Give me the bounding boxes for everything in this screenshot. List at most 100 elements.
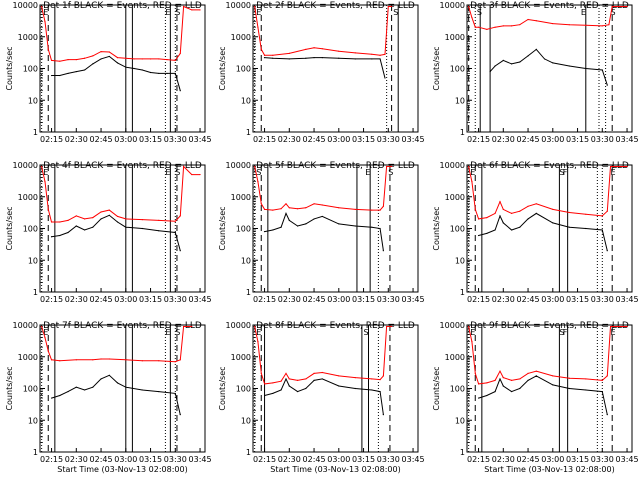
data-point <box>254 325 256 328</box>
x-tick-label: 02:30 <box>492 135 515 144</box>
y-tick-label: 10 <box>28 416 38 425</box>
data-point <box>321 378 323 380</box>
data-point <box>158 58 160 60</box>
data-point <box>601 69 603 71</box>
data-point <box>382 250 384 252</box>
x-tick-label: 03:00 <box>541 295 564 304</box>
annotation-label: S <box>175 328 180 337</box>
data-point <box>305 223 307 225</box>
annotation-label: S <box>393 8 398 17</box>
chart-title: Det 6f BLACK = Events, RED = LLD <box>470 161 629 171</box>
series-line-events <box>489 48 608 86</box>
data-point <box>494 65 496 67</box>
data-point <box>313 203 315 205</box>
x-tick-label: 03:15 <box>139 455 162 464</box>
data-point <box>354 208 356 210</box>
data-point <box>313 57 315 59</box>
data-point <box>263 208 266 210</box>
data-point <box>280 208 282 210</box>
data-point <box>59 60 61 62</box>
data-point <box>92 55 94 57</box>
data-point <box>379 390 381 393</box>
y-tick-label: 100 <box>23 65 38 74</box>
y-tick-label: 10 <box>455 96 465 105</box>
data-point <box>471 181 473 183</box>
x-tick-label: 03:30 <box>591 135 614 144</box>
data-point <box>50 221 53 223</box>
y-tick-label: 10000 <box>226 161 251 170</box>
data-point <box>179 359 181 361</box>
x-tick-label: 03:30 <box>377 295 400 304</box>
data-point <box>141 58 143 60</box>
data-point <box>502 59 504 61</box>
data-point <box>535 20 537 22</box>
y-tick-label: 100 <box>450 225 465 234</box>
data-point <box>502 385 504 387</box>
data-point <box>510 212 513 214</box>
x-tick-label: 03:15 <box>139 135 162 144</box>
data-point <box>100 358 102 360</box>
y-tick-label: 10 <box>241 96 251 105</box>
data-point <box>182 5 185 8</box>
y-tick-label: 1 <box>460 128 465 137</box>
data-point <box>502 377 504 379</box>
y-tick-label: 10000 <box>440 321 465 330</box>
data-point <box>116 221 119 223</box>
series-line-lld <box>254 166 392 211</box>
data-point <box>67 219 69 221</box>
data-point <box>285 212 287 214</box>
data-point <box>141 219 143 221</box>
data-point <box>510 63 513 65</box>
data-point <box>179 52 181 54</box>
y-tick-label: 10000 <box>226 1 251 10</box>
x-tick-label: 02:15 <box>467 295 490 304</box>
y-tick-label: 1000 <box>445 33 465 42</box>
data-point <box>371 53 373 55</box>
data-point <box>179 414 181 416</box>
x-tick-label: 02:30 <box>492 295 515 304</box>
x-tick-label: 02:45 <box>90 135 113 144</box>
data-point <box>83 218 86 220</box>
data-point <box>568 226 570 228</box>
data-point <box>585 389 587 391</box>
data-point <box>133 67 135 70</box>
data-point <box>149 71 152 74</box>
series-line-events <box>51 55 181 91</box>
y-tick-label: 100 <box>236 65 251 74</box>
x-tick-label: 03:30 <box>164 135 187 144</box>
annotation-label: S <box>559 328 564 337</box>
x-axis-label: Start Time (03-Nov-13 02:08:00) <box>270 465 400 474</box>
data-point <box>568 377 570 379</box>
data-point <box>338 207 340 209</box>
data-point <box>288 58 290 60</box>
data-point <box>494 229 496 231</box>
plot-frame <box>39 324 206 453</box>
data-point <box>59 74 61 77</box>
data-point <box>606 250 608 252</box>
y-tick-label: 1 <box>33 128 38 137</box>
data-point <box>535 370 537 372</box>
data-point <box>305 207 307 209</box>
data-point <box>386 325 388 328</box>
data-point <box>499 370 501 372</box>
x-tick-label: 03:45 <box>616 135 639 144</box>
x-tick-label: 03:00 <box>541 455 564 464</box>
data-point <box>288 378 290 380</box>
data-point <box>568 211 570 214</box>
series-line-lld <box>254 6 392 56</box>
data-point <box>486 232 488 235</box>
data-point <box>191 325 193 328</box>
data-point <box>305 378 307 380</box>
data-point <box>354 225 356 227</box>
data-point <box>125 57 127 59</box>
x-tick-label: 02:15 <box>253 135 276 144</box>
x-tick-label: 03:15 <box>352 295 375 304</box>
data-point <box>288 219 290 221</box>
x-tick-label: 03:15 <box>566 135 589 144</box>
data-point <box>50 359 53 361</box>
data-point <box>296 379 299 381</box>
data-point <box>100 51 102 53</box>
data-point <box>568 24 570 26</box>
data-point <box>272 229 274 231</box>
